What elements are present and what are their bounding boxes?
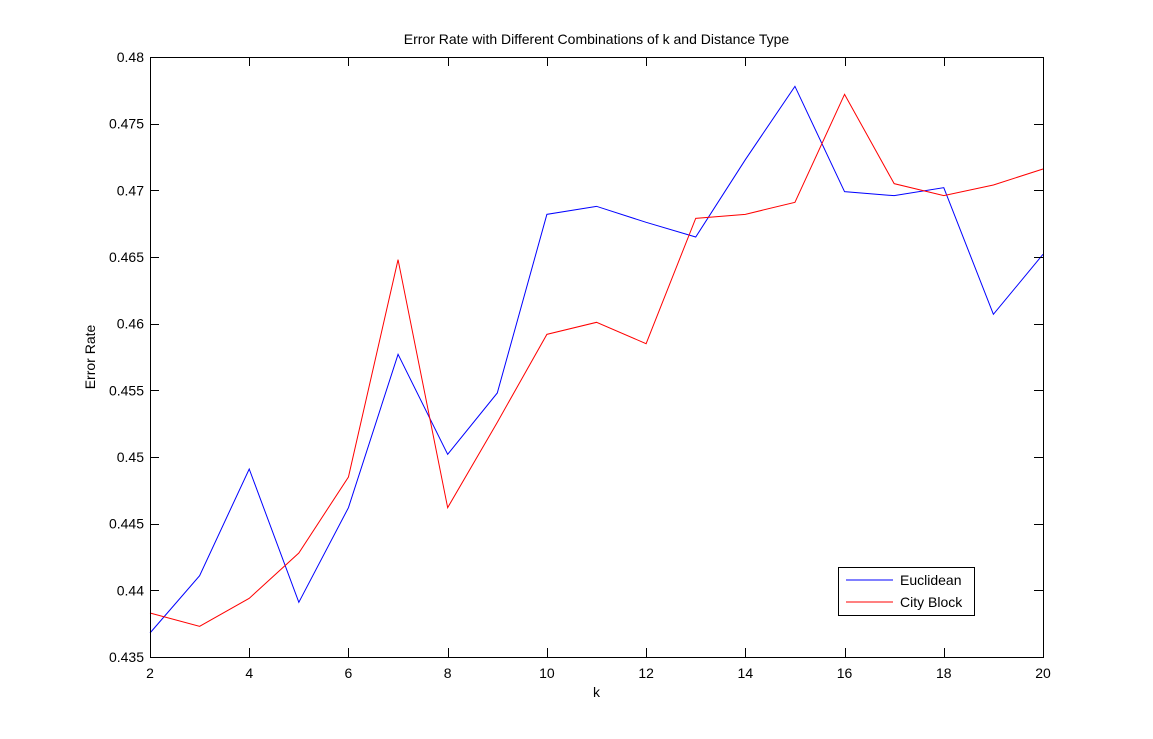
x-tick-label: 4 bbox=[245, 665, 253, 681]
x-tick-label: 18 bbox=[936, 665, 952, 681]
y-tick-label: 0.48 bbox=[117, 49, 144, 65]
y-tick-label: 0.445 bbox=[109, 516, 144, 532]
legend-box bbox=[838, 567, 975, 616]
x-tick-label: 14 bbox=[738, 665, 754, 681]
x-tick-label: 20 bbox=[1035, 665, 1051, 681]
y-tick-label: 0.44 bbox=[117, 582, 144, 598]
x-tick-label: 8 bbox=[444, 665, 452, 681]
x-tick-label: 12 bbox=[638, 665, 654, 681]
x-tick-label: 16 bbox=[837, 665, 853, 681]
chart-title: Error Rate with Different Combinations o… bbox=[404, 31, 790, 47]
legend-label: Euclidean bbox=[900, 572, 962, 588]
y-tick-label: 0.435 bbox=[109, 649, 144, 665]
legend: Euclidean City Block bbox=[838, 567, 975, 616]
plot-background bbox=[150, 57, 1043, 657]
y-tick-label: 0.46 bbox=[117, 316, 144, 332]
y-tick-label: 0.465 bbox=[109, 249, 144, 265]
y-tick-label: 0.455 bbox=[109, 382, 144, 398]
x-axis-label: k bbox=[593, 684, 601, 700]
ticks-layer: 2 4 6 8 10 12 14 16 18 20 0.435 0.44 0.445 0.45 0.455 0… bbox=[109, 49, 1051, 681]
y-tick-label: 0.47 bbox=[117, 182, 144, 198]
legend-label: City Block bbox=[900, 594, 963, 610]
series-layer bbox=[149, 85, 1044, 634]
x-tick-label: 10 bbox=[539, 665, 555, 681]
plot-frame bbox=[150, 57, 1044, 658]
y-tick-label: 0.45 bbox=[117, 449, 144, 465]
x-tick-label: 2 bbox=[146, 665, 154, 681]
y-tick-label: 0.475 bbox=[109, 116, 144, 132]
x-tick-label: 6 bbox=[345, 665, 353, 681]
series-line-euclidean bbox=[149, 85, 1044, 634]
y-axis-label: Error Rate bbox=[82, 325, 98, 390]
series-line-city-block bbox=[149, 93, 1044, 627]
